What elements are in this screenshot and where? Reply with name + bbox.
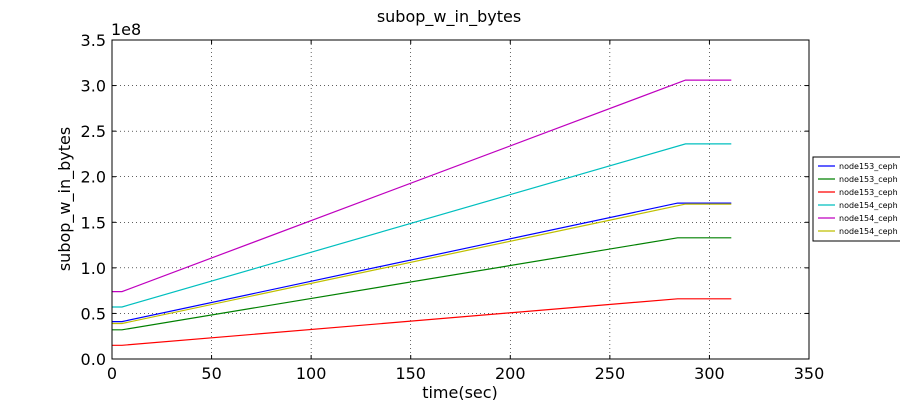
y-tick-label: 3.5	[81, 31, 106, 50]
x-tick-label: 200	[495, 364, 526, 383]
x-tick-label: 100	[296, 364, 327, 383]
legend-label: node154_ceph	[839, 201, 898, 210]
y-tick-label: 2.5	[81, 122, 106, 141]
x-tick-label: 0	[107, 364, 117, 383]
legend-box	[812, 156, 900, 242]
y-tick-label: 1.5	[81, 213, 106, 232]
series-line-3	[112, 298, 732, 346]
y-axis-label: subop_w_in_bytes	[55, 127, 75, 271]
y-tick-label: 3.0	[81, 77, 106, 96]
x-tick-label: 50	[201, 364, 221, 383]
legend-label: node153_ceph	[839, 188, 898, 197]
legend-label: node153_ceph	[839, 162, 898, 171]
x-tick-label: 150	[395, 364, 426, 383]
chart-title: subop_w_in_bytes	[377, 7, 521, 27]
series-line-1	[112, 202, 732, 323]
series-line-6	[112, 203, 732, 325]
grid	[112, 40, 809, 359]
y-tick-label: 0.0	[81, 350, 106, 369]
y-axis-offset-label: 1e8	[111, 20, 141, 39]
x-tick-label: 300	[694, 364, 725, 383]
series-group	[112, 79, 732, 346]
plot-frame	[111, 39, 810, 360]
legend-label: node154_ceph	[839, 214, 898, 223]
series-line-2	[112, 237, 732, 331]
y-tick-label: 0.5	[81, 304, 106, 323]
x-axis-label: time(sec)	[422, 383, 498, 400]
legend: node153_ceph node153_ceph node153_cephnode…	[812, 156, 900, 242]
x-tick-label: 250	[595, 364, 626, 383]
x-tick-label: 350	[794, 364, 825, 383]
y-tick-label: 2.0	[81, 168, 106, 187]
ticks: 0 50 100 150 200 250 300 350 0.0 0.5 1.0 1.5 2.0 2.5 3…	[81, 31, 825, 383]
y-tick-label: 1.0	[81, 259, 106, 278]
series-line-4	[112, 143, 732, 308]
legend-label: node153_ceph	[839, 175, 898, 184]
series-line-5	[112, 79, 732, 293]
legend-label: node154_ceph	[839, 227, 898, 236]
